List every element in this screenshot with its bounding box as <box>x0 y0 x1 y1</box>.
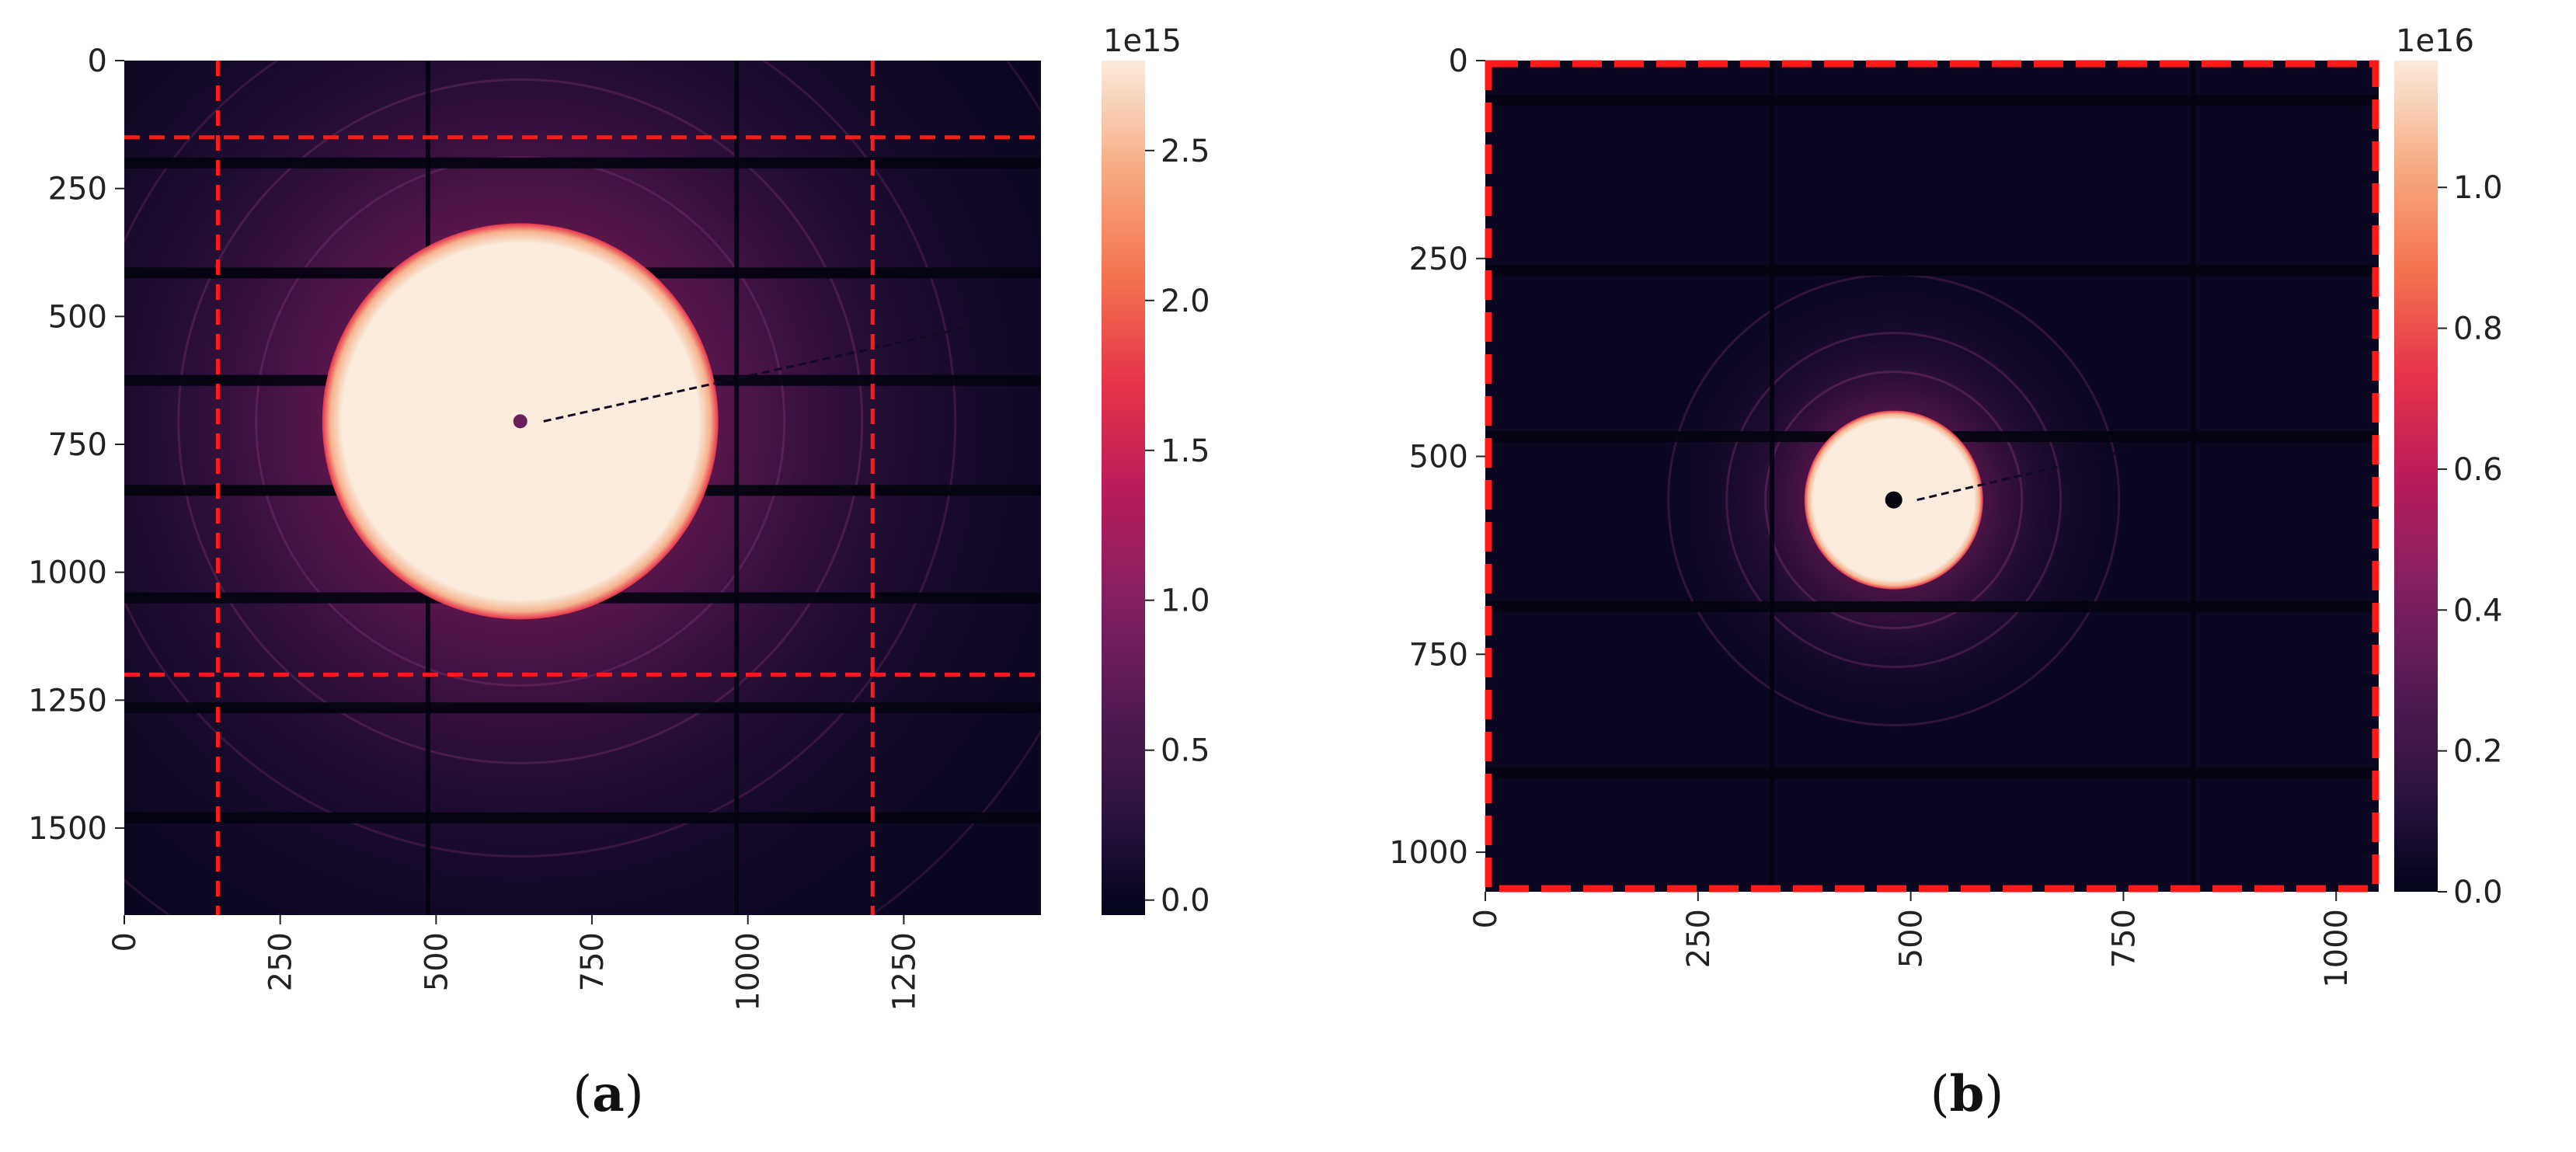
panel-a-diffraction-ring <box>255 155 786 687</box>
panel-a-y-tick-label: 500 <box>48 299 107 335</box>
panel-a-colorbar-tick-label: 0.0 <box>1161 883 1210 919</box>
panel-a-diffraction-ring <box>177 78 864 764</box>
panel-b-beamstop <box>1885 491 1902 509</box>
panel-b-colorbar-tick-label: 0.6 <box>2453 452 2503 488</box>
panel-a-y-tick-label: 0 <box>88 44 107 79</box>
panel-b-heatmap-image <box>1485 61 2379 892</box>
panel-b-x-tick-label: 500 <box>1894 909 1930 968</box>
panel-b-caption: (b) <box>1930 1065 2004 1123</box>
panel-b-colorbar-tick-label: 1.0 <box>2453 170 2503 206</box>
panel-b-x-tick-label: 250 <box>1681 909 1717 968</box>
panel-b-colorbar-tick-label: 0.4 <box>2453 593 2503 628</box>
panel-b-colorbar-tick-label: 0.0 <box>2453 875 2503 910</box>
panel-a-y-tick-label: 1250 <box>28 683 107 719</box>
panel-a-x-tick-label: 500 <box>419 932 454 991</box>
panel-a-y-tick-label: 1500 <box>28 811 107 847</box>
panel-a-y-tick-label: 250 <box>48 172 107 207</box>
panel-b-caption-letter: b <box>1950 1065 1985 1123</box>
panel-b-x-tick-label: 0 <box>1468 909 1504 928</box>
panel-a-x-tick-label: 1250 <box>886 932 922 1011</box>
panel-a-caption-letter: a <box>592 1065 624 1123</box>
panel-b-detector-gap-vertical <box>2191 61 2196 892</box>
panel-b-colorbar <box>2394 61 2438 892</box>
panel-a-detector-gap-vertical <box>734 61 740 915</box>
panel-b-detector-gap-horizontal <box>1485 767 2379 779</box>
panel-a-colorbar-tick-label: 2.5 <box>1161 134 1210 169</box>
panel-a-x-tick-label: 0 <box>107 932 143 952</box>
panel-b-diffraction-ring <box>1764 371 2024 630</box>
panel-b-y-tick-label: 250 <box>1409 242 1468 277</box>
panel-a-colorbar-tick-label: 0.5 <box>1161 733 1210 769</box>
panel-a-colorbar-tick-label: 1.0 <box>1161 583 1210 619</box>
panel-b-detector-gap-vertical <box>1770 61 1775 892</box>
panel-a-detector-gap-horizontal <box>124 157 1041 169</box>
panel-b-detector-gap-horizontal <box>1485 601 2379 613</box>
panel-a-colorbar-exponent: 1e15 <box>1103 23 1182 59</box>
panel-b-beamstop-wire <box>1916 449 2127 502</box>
panel-b-y-tick-label: 750 <box>1409 637 1468 673</box>
panel-b-detector-gap-horizontal <box>1485 265 2379 277</box>
panel-b-y-tick-label: 0 <box>1449 44 1468 79</box>
panel-a-x-tick-label: 750 <box>575 932 611 991</box>
panel-b-colorbar-exponent: 1e16 <box>2396 23 2474 59</box>
panel-a-detector-gap-horizontal <box>124 812 1041 823</box>
panel-a-colorbar-tick-label: 1.5 <box>1161 433 1210 469</box>
panel-b-colorbar-tick-label: 0.8 <box>2453 311 2503 347</box>
panel-a-y-tick-label: 1000 <box>28 555 107 591</box>
panel-b-detector-gap-horizontal <box>1485 94 2379 106</box>
panel-a-x-tick-label: 250 <box>263 932 299 991</box>
panel-a-detector-gap-horizontal <box>124 702 1041 714</box>
panel-a-colorbar-tick-label: 2.0 <box>1161 284 1210 319</box>
panel-b-crop-border <box>1485 60 2379 893</box>
panel-a-beamstop-wire <box>543 311 1036 423</box>
panel-a-beamstop <box>513 414 527 429</box>
panel-b-y-tick-label: 1000 <box>1389 835 1468 871</box>
panel-b-x-tick-label: 750 <box>2106 909 2142 968</box>
heatmap-panel-a: 0 250 500 750 1000 1250 1500 0 250 500 750 1000 1250… <box>28 23 1210 1011</box>
panel-b-colorbar-tick-label: 0.2 <box>2453 734 2503 770</box>
panel-a-y-tick-label: 750 <box>48 427 107 463</box>
panel-a-x-tick-label: 1000 <box>731 932 767 1011</box>
heatmap-panel-b: 0 250 500 750 1000 0 250 500 750 1000 0.0 0.2 0.4 0.6… <box>1389 23 2502 988</box>
panel-b-diffraction-ring <box>1725 332 2063 669</box>
panel-a-colorbar <box>1102 61 1145 915</box>
panel-a-caption: (a) <box>573 1065 643 1123</box>
panel-a-diffraction-ring <box>124 61 957 858</box>
panel-a-heatmap-image <box>124 61 1041 915</box>
panel-b-y-tick-label: 500 <box>1409 440 1468 475</box>
panel-b-x-tick-label: 1000 <box>2319 909 2355 988</box>
